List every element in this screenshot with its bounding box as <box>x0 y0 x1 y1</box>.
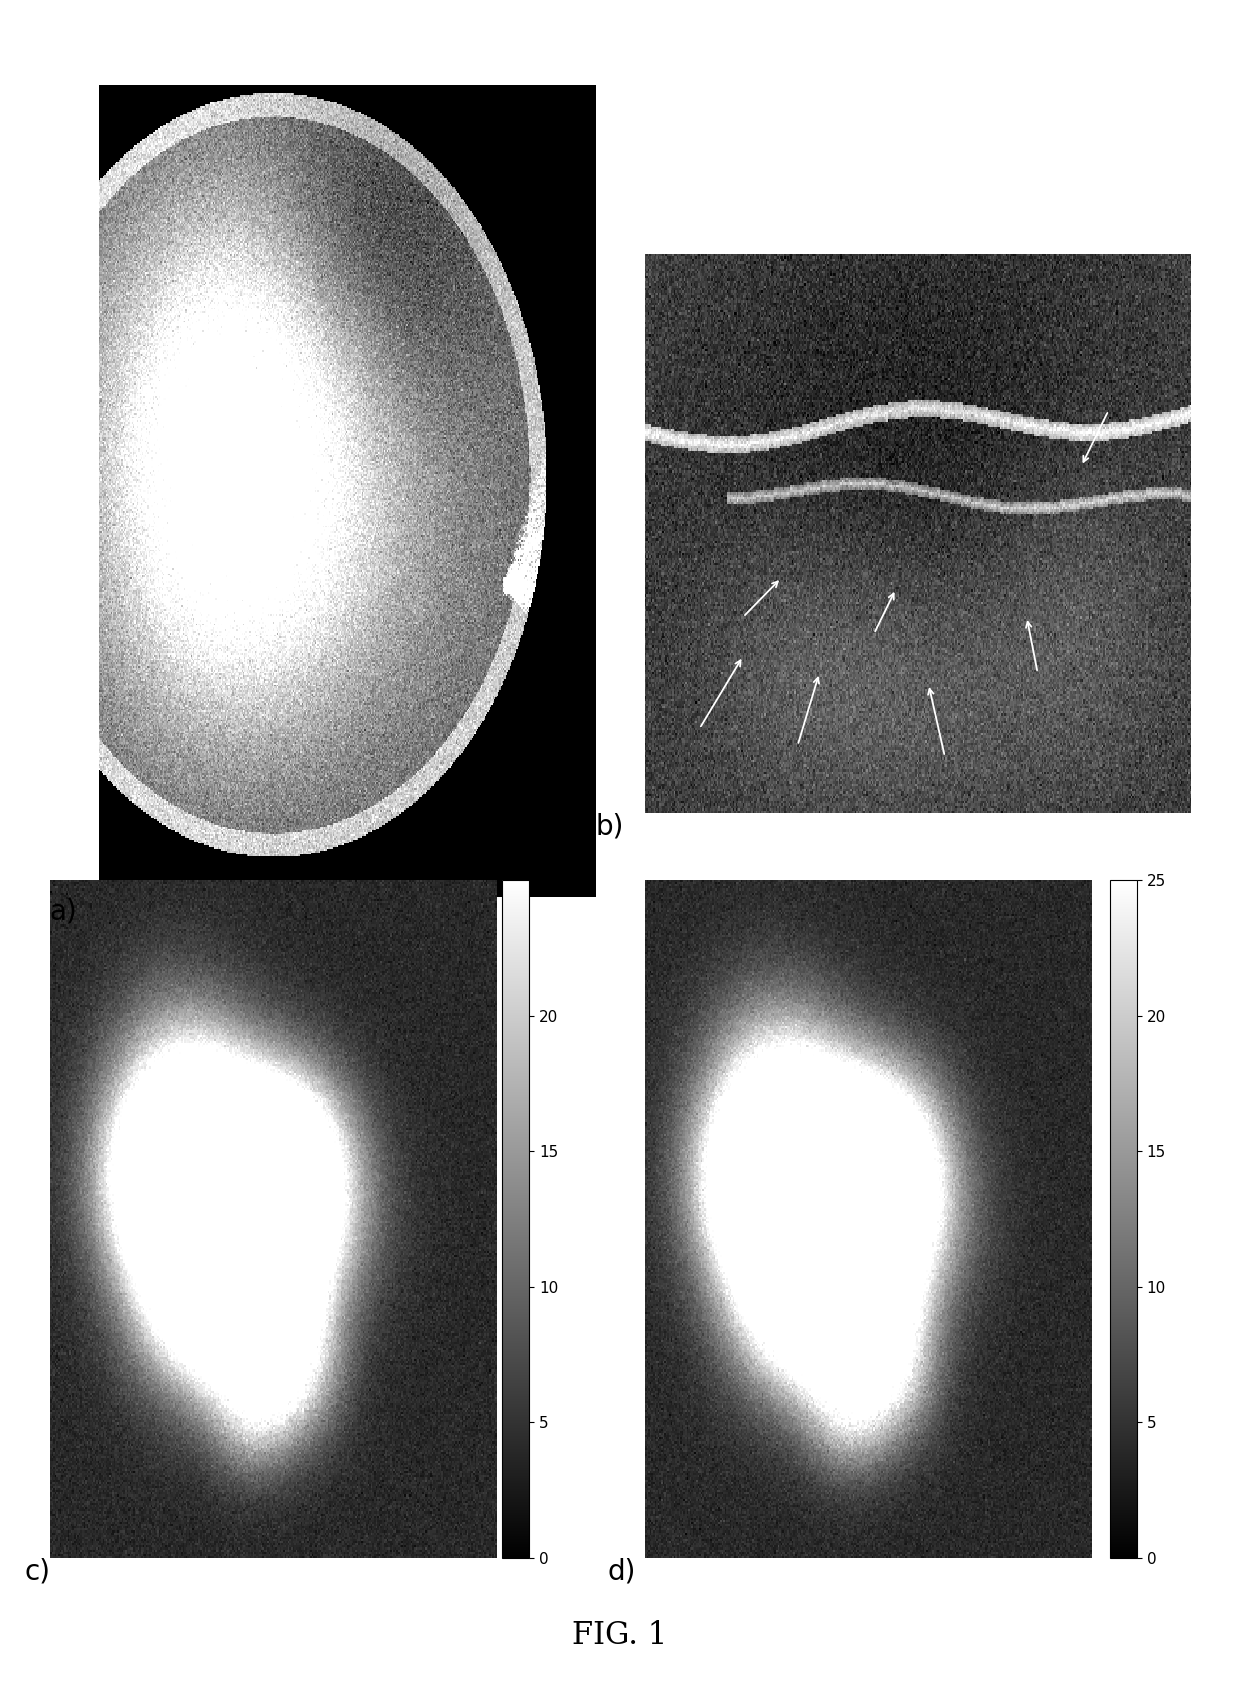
Text: b): b) <box>595 813 624 841</box>
Text: c): c) <box>25 1558 51 1586</box>
Text: FIG. 1: FIG. 1 <box>573 1620 667 1651</box>
Text: d): d) <box>608 1558 636 1586</box>
Text: a): a) <box>50 897 77 926</box>
